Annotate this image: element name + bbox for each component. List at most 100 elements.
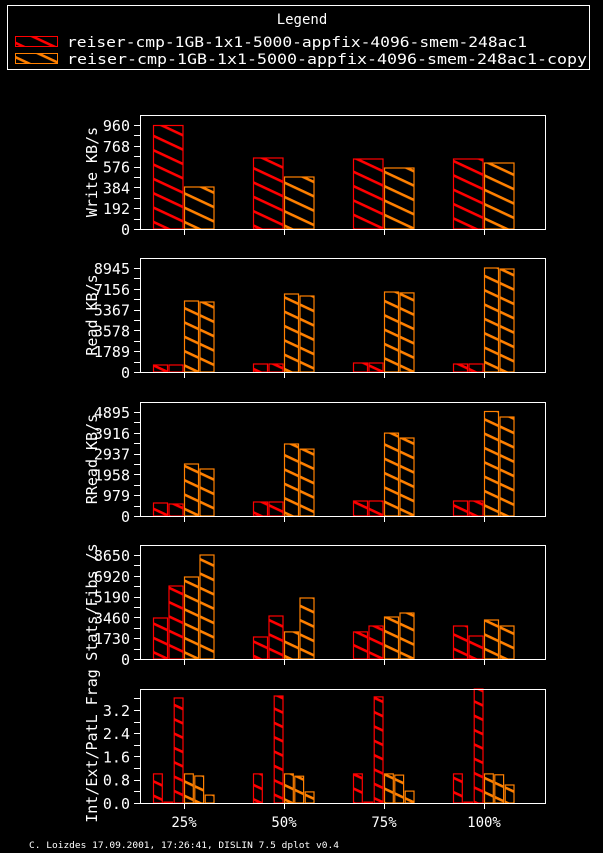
bar-25pct-s3 — [199, 554, 215, 660]
y-tick-label: 192 — [103, 200, 130, 218]
bar-75pct-s2 — [383, 432, 400, 517]
bar-25pct-s0 — [152, 502, 169, 517]
bar-25pct-s4 — [194, 775, 205, 804]
y-tick-label: 1730 — [94, 630, 130, 648]
y-tick-label: 8945 — [94, 260, 130, 278]
bar-75pct-s0 — [352, 362, 369, 373]
bar-75pct-s3 — [399, 612, 415, 660]
y-tick-label: 768 — [103, 138, 130, 156]
bar-75pct-s1 — [368, 625, 384, 660]
bar-50pct-s4 — [294, 775, 305, 804]
bar-25pct-s2 — [173, 697, 184, 804]
bar-25pct-s2 — [183, 576, 200, 660]
bar-75pct-s2 — [383, 616, 400, 660]
bar-100pct-s0 — [452, 158, 484, 230]
y-axis-title: Write KB/s — [83, 127, 101, 217]
bar-100pct-s1 — [468, 500, 484, 517]
bar-50pct-s0 — [252, 773, 263, 804]
bar-75pct-s1 — [363, 801, 374, 804]
legend: Legend reiser-cmp-1GB-1x1-5000-appfix-40… — [7, 5, 590, 70]
legend-label-0: reiser-cmp-1GB-1x1-5000-appfix-4096-smem… — [67, 35, 527, 51]
y-tick-label: 6920 — [94, 568, 130, 586]
bar-50pct-s3 — [299, 597, 315, 660]
bar-75pct-s3 — [399, 292, 415, 373]
footer-credit: C. Loizdes 17.09.2001, 17:26:41, DISLIN … — [29, 841, 339, 851]
y-tick-label: 1958 — [94, 466, 130, 484]
legend-frame — [7, 5, 590, 70]
y-axis-title: Read KB/s — [83, 274, 101, 355]
bar-25pct-s0 — [152, 773, 163, 804]
legend-swatch-0 — [15, 36, 58, 47]
y-axis-title: Stats/Fibs /s — [83, 543, 101, 660]
y-tick-label: 7156 — [94, 281, 130, 299]
bar-75pct-s3 — [383, 773, 394, 804]
bar-25pct-s2 — [183, 300, 200, 373]
bar-50pct-s2 — [283, 443, 300, 517]
bar-50pct-s0 — [252, 501, 269, 517]
bar-50pct-s3 — [299, 448, 315, 517]
y-tick-label: 3460 — [94, 609, 130, 627]
legend-swatch-1 — [15, 53, 58, 64]
bar-50pct-s0 — [252, 636, 269, 660]
bar-25pct-s0 — [152, 124, 184, 230]
bar-25pct-s1 — [183, 186, 215, 230]
panel-4: 25% 50% 75% 100% 0.0 0.8 1.6 2.4 3.2Int/Ext/PatL… — [83, 669, 546, 831]
legend-label-1: reiser-cmp-1GB-1x1-5000-appfix-4096-smem… — [67, 52, 587, 68]
y-tick-label: 5190 — [94, 589, 130, 607]
bar-75pct-s0 — [352, 631, 369, 660]
y-tick-label: 3916 — [94, 425, 130, 443]
bar-25pct-s0 — [152, 617, 169, 660]
bar-25pct-s5 — [204, 794, 215, 804]
bar-75pct-s5 — [404, 790, 415, 804]
y-tick-label: 0 — [121, 508, 130, 526]
bar-25pct-s3 — [183, 773, 194, 804]
bar-75pct-s0 — [352, 158, 384, 230]
bar-50pct-s1 — [268, 363, 284, 373]
x-tick-label: 50% — [271, 815, 297, 831]
bar-75pct-s0 — [352, 500, 369, 517]
legend-title: Legend — [277, 12, 328, 28]
bar-100pct-s3 — [499, 416, 515, 517]
bar-100pct-s0 — [452, 500, 469, 517]
bar-50pct-s3 — [283, 773, 294, 804]
bar-50pct-s5 — [304, 791, 315, 804]
bar-75pct-s1 — [368, 500, 384, 517]
bar-25pct-s3 — [199, 468, 215, 517]
bar-50pct-s0 — [252, 363, 269, 373]
y-tick-label: 5367 — [94, 302, 130, 320]
bar-100pct-s1 — [463, 801, 474, 804]
bar-75pct-s2 — [373, 696, 384, 804]
bar-50pct-s1 — [283, 176, 315, 230]
bar-100pct-s2 — [483, 410, 500, 517]
x-tick-label: 25% — [171, 815, 197, 831]
y-tick-label: 1789 — [94, 343, 130, 361]
bar-25pct-s1 — [168, 364, 184, 373]
bar-50pct-s2 — [283, 631, 300, 660]
y-tick-label: 0 — [121, 221, 130, 239]
bar-75pct-s2 — [383, 291, 400, 373]
y-tick-label: 979 — [103, 487, 130, 505]
y-tick-label: 960 — [103, 117, 130, 135]
bar-100pct-s4 — [494, 774, 505, 804]
bar-100pct-s3 — [499, 268, 515, 373]
y-tick-label: 2937 — [94, 446, 130, 464]
y-tick-label: 0.8 — [103, 772, 130, 790]
y-tick-label: 384 — [103, 179, 130, 197]
bar-50pct-s3 — [299, 295, 315, 373]
bar-25pct-s1 — [168, 503, 184, 517]
bar-100pct-s0 — [452, 363, 469, 373]
bar-50pct-s2 — [273, 695, 284, 804]
y-axis-title: RRead KB/s — [83, 414, 101, 504]
bar-75pct-s0 — [352, 773, 363, 804]
bar-75pct-s4 — [394, 774, 405, 804]
y-tick-label: 3578 — [94, 322, 130, 340]
bar-50pct-s1 — [268, 615, 284, 660]
bar-25pct-s3 — [199, 301, 215, 373]
bar-75pct-s1 — [383, 167, 415, 230]
y-tick-label: 8650 — [94, 547, 130, 565]
y-tick-label: 1.6 — [103, 748, 130, 766]
bar-50pct-s1 — [268, 501, 284, 517]
